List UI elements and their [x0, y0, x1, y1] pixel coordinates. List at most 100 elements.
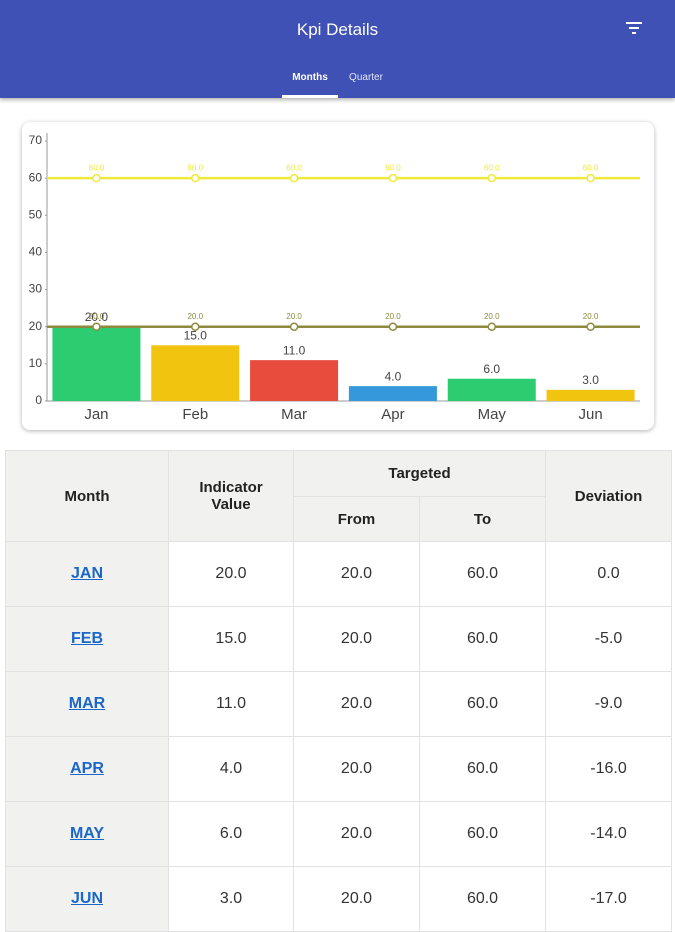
- y-tick-label: 70: [29, 133, 43, 147]
- table-row: MAY 6.0 20.0 60.0 -14.0: [5, 801, 673, 867]
- bar: [546, 389, 635, 401]
- table-cell: FEB: [5, 606, 169, 672]
- x-tick-label: May: [478, 406, 507, 423]
- data-label: 20.0: [583, 312, 599, 321]
- line-point: [586, 173, 595, 183]
- line-point: [487, 173, 496, 183]
- month-link[interactable]: MAR: [68, 695, 106, 712]
- y-tick-label: 30: [29, 282, 43, 296]
- bar: [447, 378, 536, 401]
- line-point: [586, 322, 595, 331]
- kpi-table: Month Indicator Value Targeted Deviation…: [5, 450, 673, 932]
- line-point: [388, 322, 398, 331]
- data-label: 60.0: [484, 163, 500, 172]
- header-text: Indicator Value: [199, 479, 263, 513]
- app-title: Kpi Details: [296, 20, 379, 39]
- bar: [52, 326, 141, 401]
- line-point: [289, 173, 299, 183]
- header-cell: Targeted: [292, 450, 547, 497]
- x-tick-label: Mar: [281, 406, 307, 423]
- x-tick-label: Apr: [381, 406, 404, 423]
- table-cell: 20.0: [293, 606, 420, 672]
- data-label: 20.0: [89, 312, 105, 321]
- data-label: 20.0: [385, 312, 401, 321]
- data-label: 60.0: [583, 163, 599, 172]
- data-label: 60.0: [286, 163, 302, 172]
- month-link[interactable]: JAN: [70, 565, 103, 582]
- data-label: 20.0: [484, 312, 500, 321]
- line-point: [487, 322, 496, 331]
- table-cell: 20.0: [293, 736, 420, 802]
- filter-icon[interactable]: [624, 20, 644, 36]
- data-label: 20.0: [187, 312, 203, 321]
- table-row: MAR 11.0 20.0 60.0 -9.0: [5, 671, 673, 737]
- table-cell: 60.0: [418, 671, 547, 737]
- table-cell: 0.0: [545, 541, 673, 607]
- data-label: 60.0: [89, 163, 105, 172]
- table-row: FEB 15.0 20.0 60.0 -5.0: [5, 606, 673, 672]
- app-bar: Kpi Details Months Quarter: [0, 0, 675, 98]
- data-label: 15.0: [184, 328, 208, 342]
- table-row: JUN 3.0 20.0 60.0 -17.0: [5, 866, 673, 932]
- data-label: 60.0: [385, 163, 401, 172]
- data-label: 11.0: [283, 343, 306, 357]
- table-cell: MAR: [5, 671, 169, 737]
- tab-indicator: [282, 95, 338, 98]
- table-cell: 20.0: [293, 541, 420, 607]
- table-cell: 60.0: [418, 541, 547, 607]
- y-tick-label: 10: [29, 356, 43, 370]
- month-link[interactable]: APR: [70, 760, 104, 777]
- line-point: [92, 173, 101, 183]
- bar: [151, 345, 240, 401]
- data-label: 3.0: [582, 373, 599, 387]
- line-point: [289, 322, 299, 331]
- table-cell: 60.0: [418, 606, 547, 672]
- month-link[interactable]: MAY: [69, 825, 105, 842]
- table-cell: -16.0: [545, 736, 673, 802]
- table-cell: -17.0: [545, 866, 673, 932]
- table-cell: 4.0: [168, 736, 294, 802]
- bar: [250, 360, 339, 401]
- table-cell: 15.0: [168, 606, 294, 672]
- table-cell: -5.0: [545, 606, 673, 672]
- table-cell: 20.0: [293, 866, 420, 932]
- table-cell: 60.0: [418, 866, 547, 932]
- tab[interactable]: Quarter: [349, 72, 383, 83]
- table-cell: -9.0: [545, 671, 673, 737]
- header-cell: From: [293, 496, 420, 542]
- table-cell: MAY: [5, 801, 169, 867]
- data-label: 60.0: [187, 163, 203, 172]
- table-cell: 20.0: [293, 671, 420, 737]
- y-tick-label: 60: [29, 170, 43, 184]
- y-tick-label: 20: [29, 319, 43, 333]
- header-cell: Month: [5, 450, 169, 542]
- y-tick-label: 40: [29, 245, 43, 259]
- tab[interactable]: Months: [292, 72, 328, 83]
- x-tick-label: Feb: [182, 406, 208, 423]
- data-label: 6.0: [483, 362, 500, 376]
- table-cell: JUN: [5, 866, 169, 932]
- header-cell: Deviation: [545, 450, 673, 542]
- table-cell: JAN: [5, 541, 169, 607]
- chart: 0 10 20 30 40 50 60 70 Jan Feb Mar Apr May Jun 20.0 15.…: [29, 133, 640, 423]
- x-tick-label: Jan: [84, 406, 108, 423]
- line-point: [388, 173, 398, 183]
- data-label: 4.0: [385, 369, 402, 383]
- month-link[interactable]: JUN: [70, 890, 103, 907]
- bar: [348, 386, 437, 401]
- table-cell: 60.0: [418, 801, 547, 867]
- y-tick-label: 0: [35, 393, 42, 407]
- table-cell: -14.0: [545, 801, 673, 867]
- table-cell: 60.0: [418, 736, 547, 802]
- data-label: 20.0: [85, 310, 109, 324]
- month-link[interactable]: FEB: [71, 630, 103, 647]
- table-row: JAN 20.0 20.0 60.0 0.0: [5, 541, 673, 607]
- table-cell: APR: [5, 736, 169, 802]
- y-tick-label: 50: [29, 207, 43, 221]
- x-tick-label: Jun: [578, 406, 602, 423]
- table-cell: 20.0: [168, 541, 294, 607]
- table-cell: 3.0: [168, 866, 294, 932]
- data-label: 20.0: [286, 312, 302, 321]
- line-point: [191, 322, 200, 331]
